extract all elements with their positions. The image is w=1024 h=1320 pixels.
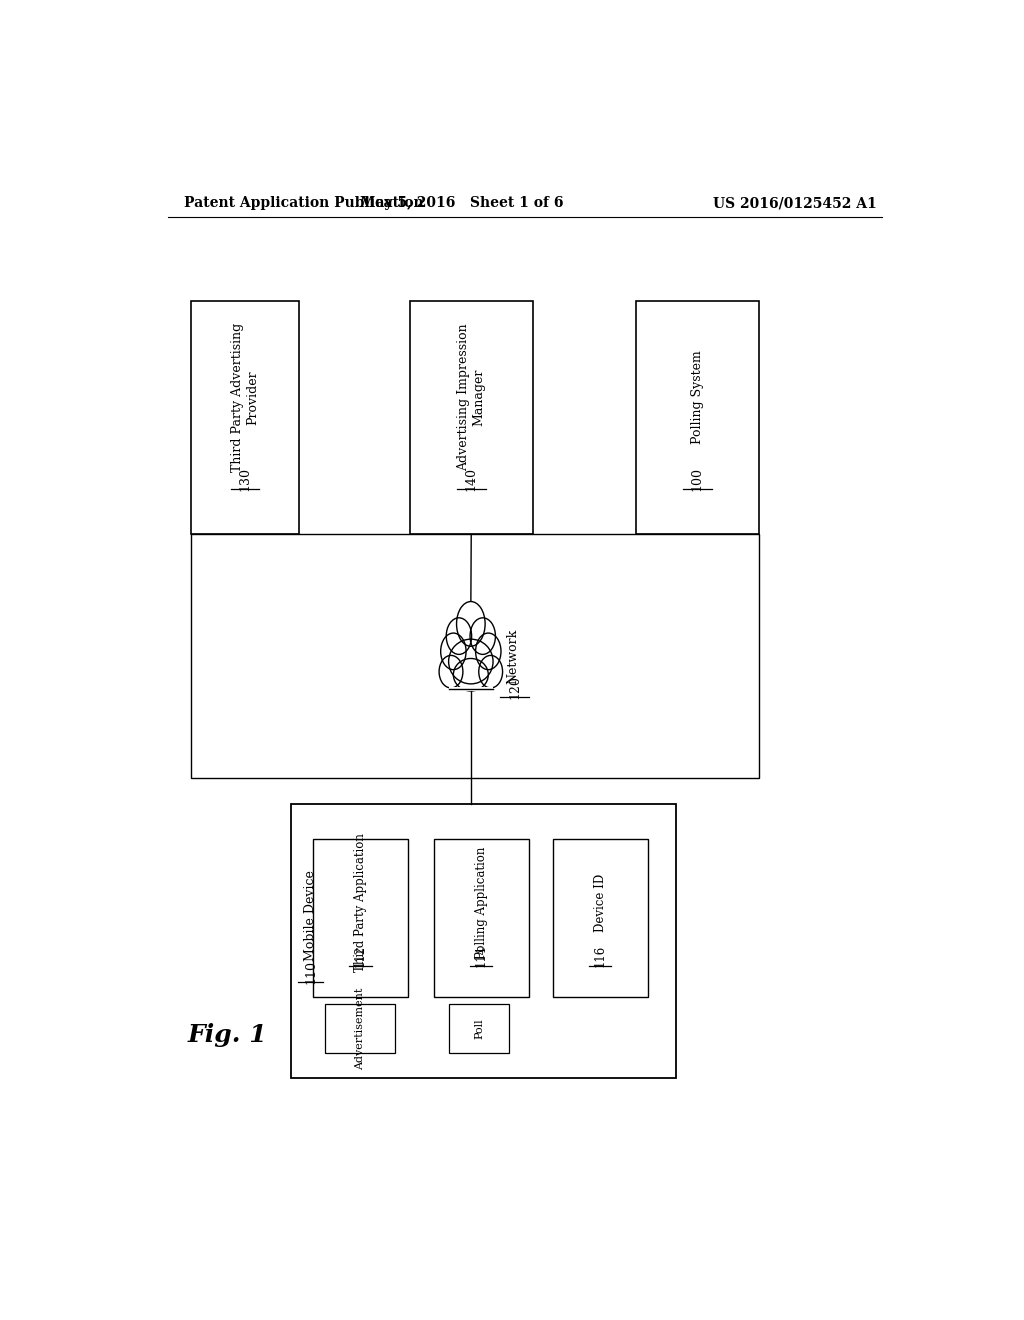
Text: Device ID: Device ID <box>594 874 606 932</box>
Ellipse shape <box>449 639 494 684</box>
Text: Polling System: Polling System <box>691 350 703 444</box>
Bar <box>636 301 759 535</box>
Bar <box>313 840 409 997</box>
Text: 112: 112 <box>354 945 367 968</box>
Text: Polling Application: Polling Application <box>475 846 487 960</box>
Text: 120: 120 <box>508 675 521 698</box>
Text: Patent Application Publication: Patent Application Publication <box>183 197 423 210</box>
Bar <box>191 301 299 535</box>
Bar <box>433 840 528 997</box>
Ellipse shape <box>457 602 485 647</box>
Bar <box>325 1005 394 1053</box>
Text: 100: 100 <box>691 466 703 491</box>
Text: 110: 110 <box>304 960 317 983</box>
Text: Fig. 1: Fig. 1 <box>187 1023 267 1047</box>
Text: 114: 114 <box>475 945 487 968</box>
Text: Network: Network <box>507 628 519 684</box>
Text: Advertisement: Advertisement <box>354 987 365 1069</box>
Text: Advertising Impression
Manager: Advertising Impression Manager <box>458 323 485 471</box>
Text: 130: 130 <box>239 466 252 491</box>
Text: US 2016/0125452 A1: US 2016/0125452 A1 <box>713 197 877 210</box>
Text: 116: 116 <box>594 945 606 968</box>
Ellipse shape <box>475 634 501 669</box>
Text: Mobile Device: Mobile Device <box>304 870 317 961</box>
Ellipse shape <box>446 618 472 655</box>
Bar <box>449 686 494 690</box>
Ellipse shape <box>454 659 488 690</box>
Ellipse shape <box>440 634 466 669</box>
Ellipse shape <box>479 656 503 688</box>
Text: Third Party Application: Third Party Application <box>354 833 367 973</box>
Bar <box>553 840 648 997</box>
Text: May 5, 2016   Sheet 1 of 6: May 5, 2016 Sheet 1 of 6 <box>359 197 563 210</box>
Text: 140: 140 <box>465 466 478 491</box>
Text: Third Party Advertising
Provider: Third Party Advertising Provider <box>231 322 259 471</box>
Ellipse shape <box>470 618 496 655</box>
Bar <box>410 301 532 535</box>
Text: Poll: Poll <box>474 1018 484 1039</box>
Bar <box>191 535 759 779</box>
Bar <box>291 804 676 1078</box>
Bar <box>450 1005 509 1053</box>
Ellipse shape <box>439 656 463 688</box>
